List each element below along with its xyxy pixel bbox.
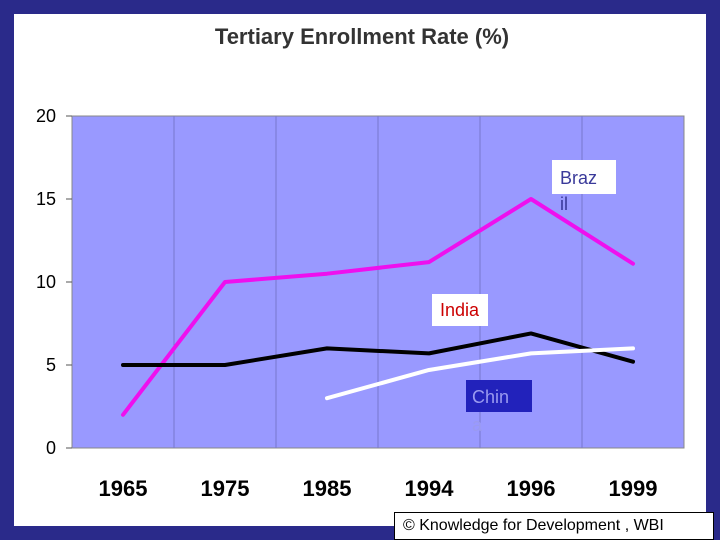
china-label-line-2: a [472, 415, 483, 435]
y-tick-label: 10 [36, 272, 56, 292]
china-label-line-1: Chin [472, 387, 509, 407]
india-label: India [432, 294, 488, 326]
x-tick-label: 1975 [201, 476, 250, 501]
x-tick-label: 1996 [507, 476, 556, 501]
brazil-label-line-1: Braz [560, 168, 597, 188]
y-tick-label: 15 [36, 189, 56, 209]
y-axis-ticks: 0 5 10 15 20 [36, 106, 72, 458]
x-tick-label: 1985 [303, 476, 352, 501]
y-tick-label: 0 [46, 438, 56, 458]
x-tick-label: 1994 [405, 476, 455, 501]
x-axis-ticks: 1965 1975 1985 1994 1996 1999 [99, 476, 658, 501]
india-label-text: India [440, 300, 480, 320]
x-tick-label: 1965 [99, 476, 148, 501]
y-tick-label: 5 [46, 355, 56, 375]
chart-title: Tertiary Enrollment Rate (%) [215, 24, 509, 49]
credit-footer: © Knowledge for Development , WBI [394, 512, 714, 540]
x-tick-label: 1999 [609, 476, 658, 501]
brazil-label-line-2: il [560, 194, 568, 214]
y-tick-label: 20 [36, 106, 56, 126]
